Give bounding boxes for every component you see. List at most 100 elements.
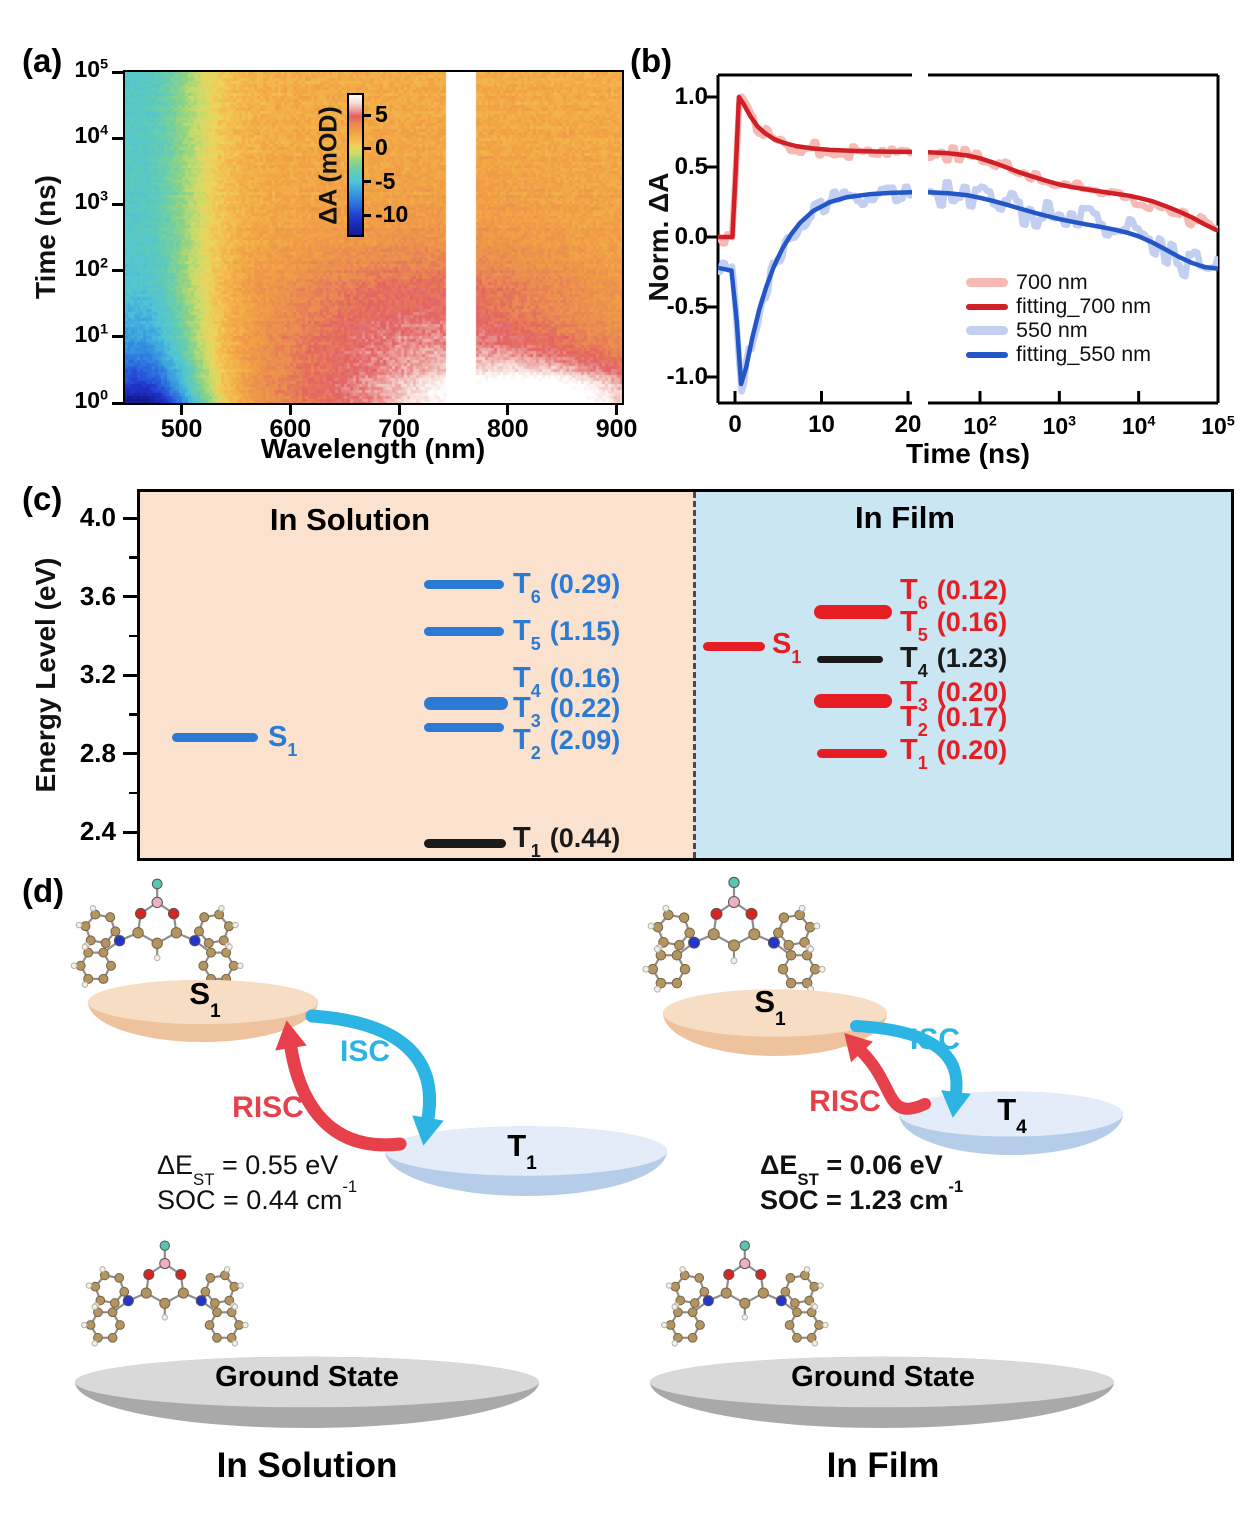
level-bar-film — [814, 605, 892, 619]
level-label-solution: S1 — [268, 721, 298, 761]
b-x-tick-label: 102 — [963, 413, 997, 439]
level-bar-solution — [424, 722, 504, 732]
panel-b-label: (b) — [630, 42, 673, 79]
a-x-tick — [288, 405, 292, 415]
panel-a-label: (a) — [22, 42, 63, 79]
a-x-tick-label: 800 — [486, 415, 529, 443]
c-y-minor-tick — [129, 791, 137, 794]
b-x-tick-label: 20 — [894, 411, 922, 438]
level-bar-solution — [424, 626, 504, 636]
panel-c-label: (c) — [22, 480, 63, 517]
level-label-solution: T4 (0.16) — [513, 662, 621, 702]
b-y-tick-label: 0.0 — [674, 223, 708, 250]
risc-arrow-left — [275, 1020, 407, 1152]
b-x-tick-label: 10 — [808, 411, 835, 438]
a-y-tick-label: 101 — [74, 320, 108, 347]
ground-state-dish-left — [75, 1356, 539, 1428]
a-y-tick-label: 103 — [74, 188, 108, 215]
colorbar-tick — [362, 113, 371, 117]
level-label-film: T5 (0.16) — [900, 606, 1008, 646]
level-bar-film — [814, 694, 892, 708]
panel-d-label: (d) — [22, 872, 65, 909]
legend-swatch-fitting550nm — [966, 352, 1008, 358]
a-y-tick-label: 100 — [74, 387, 108, 413]
kinetics-plot — [707, 73, 1220, 405]
caption-in-solution: In Solution — [216, 1446, 398, 1485]
colorbar-tick-label: -5 — [375, 167, 396, 194]
b-y-tick-label: -1.0 — [666, 363, 708, 390]
b-x-tick-label: 0 — [728, 411, 742, 438]
a-y-tick — [112, 335, 123, 339]
c-y-tick — [123, 673, 137, 677]
isc-arrow-left — [305, 1009, 444, 1146]
solution-film-divider — [693, 492, 696, 858]
a-x-tick-label: 500 — [160, 415, 203, 443]
solution-title: In Solution — [269, 502, 431, 537]
a-x-axis-title: Wavelength (nm) — [260, 433, 486, 464]
level-bar-film — [817, 748, 887, 758]
b-x-axis-title: Time (ns) — [906, 438, 1030, 469]
legend-label-700nm: 700 nm — [1016, 270, 1088, 294]
a-x-tick-label: 700 — [378, 415, 420, 443]
t1-dish-left — [385, 1126, 667, 1196]
legend-swatch-700nm — [966, 278, 1008, 287]
level-label-solution: T6 (0.29) — [513, 568, 621, 608]
molecule-structure-right-top — [642, 876, 826, 993]
c-y-tick-label: 2.8 — [79, 737, 116, 768]
colorbar-gradient — [349, 95, 362, 235]
colorbar-tick-label: -10 — [375, 201, 409, 227]
level-bar-solution — [424, 838, 506, 848]
c-y-tick-label: 2.4 — [79, 816, 116, 846]
level-bar-film — [817, 655, 883, 663]
c-y-tick — [123, 752, 137, 755]
colorbar-tick — [362, 180, 371, 184]
delta-est-right: ΔEST = 0.06 eV — [760, 1150, 943, 1190]
colorbar-tick — [362, 146, 371, 150]
caption-in-film: In Film — [826, 1446, 940, 1485]
b-y-tick-label: -0.5 — [666, 293, 708, 320]
colorbar-tick — [362, 213, 371, 217]
a-y-tick — [112, 70, 123, 74]
colorbar-title: ΔA (mOD) — [314, 106, 343, 225]
a-x-tick — [180, 405, 184, 415]
a-x-tick — [397, 405, 401, 415]
jablonski-diagram-graphics — [70, 876, 1123, 1428]
c-y-tick-label: 3.2 — [79, 659, 116, 689]
legend-swatch-550nm — [966, 326, 1008, 335]
a-x-tick-label: 900 — [595, 415, 638, 443]
c-y-tick — [123, 595, 137, 598]
level-bar-film — [703, 641, 765, 651]
ground-state-label-left: Ground State — [215, 1361, 399, 1393]
s1-label-left: S1 — [189, 976, 221, 1023]
risc-label-left: RISC — [232, 1091, 304, 1124]
level-label-solution: T3 (0.22) — [513, 692, 621, 732]
colorbar — [347, 93, 364, 237]
film-title: In Film — [855, 500, 955, 535]
legend-label-fitting700nm: fitting_700 nm — [1016, 294, 1152, 318]
ground-state-label-right: Ground State — [791, 1361, 975, 1393]
molecule-structure-left-top — [70, 878, 244, 988]
level-label-film: S1 — [772, 628, 802, 668]
risc-arrow-right — [844, 1033, 931, 1115]
c-y-minor-tick — [129, 634, 137, 637]
a-y-tick — [112, 202, 123, 206]
a-y-tick — [112, 269, 123, 273]
isc-label-left: ISC — [339, 1035, 390, 1068]
a-x-tick — [506, 405, 510, 415]
soc-left: SOC = 0.44 cm-1 — [157, 1177, 358, 1215]
c-y-tick-label: 3.6 — [79, 580, 116, 611]
s1-dish-left — [88, 980, 318, 1042]
level-label-film: T6 (0.12) — [900, 574, 1008, 614]
c-y-minor-tick — [129, 713, 137, 716]
c-y-tick-label: 4.0 — [79, 502, 116, 532]
risc-label-right: RISC — [809, 1085, 881, 1118]
c-y-tick — [123, 830, 137, 834]
solution-background — [140, 492, 695, 858]
a-y-axis-title: Time (ns) — [30, 175, 61, 299]
delta-est-left: ΔEST = 0.55 eV — [157, 1150, 339, 1190]
ground-state-dish-right — [650, 1356, 1114, 1428]
molecule-structure-left-bottom — [80, 1240, 249, 1347]
heatmap-plot-frame — [123, 70, 624, 405]
level-label-solution: T1 (0.44) — [513, 822, 621, 862]
